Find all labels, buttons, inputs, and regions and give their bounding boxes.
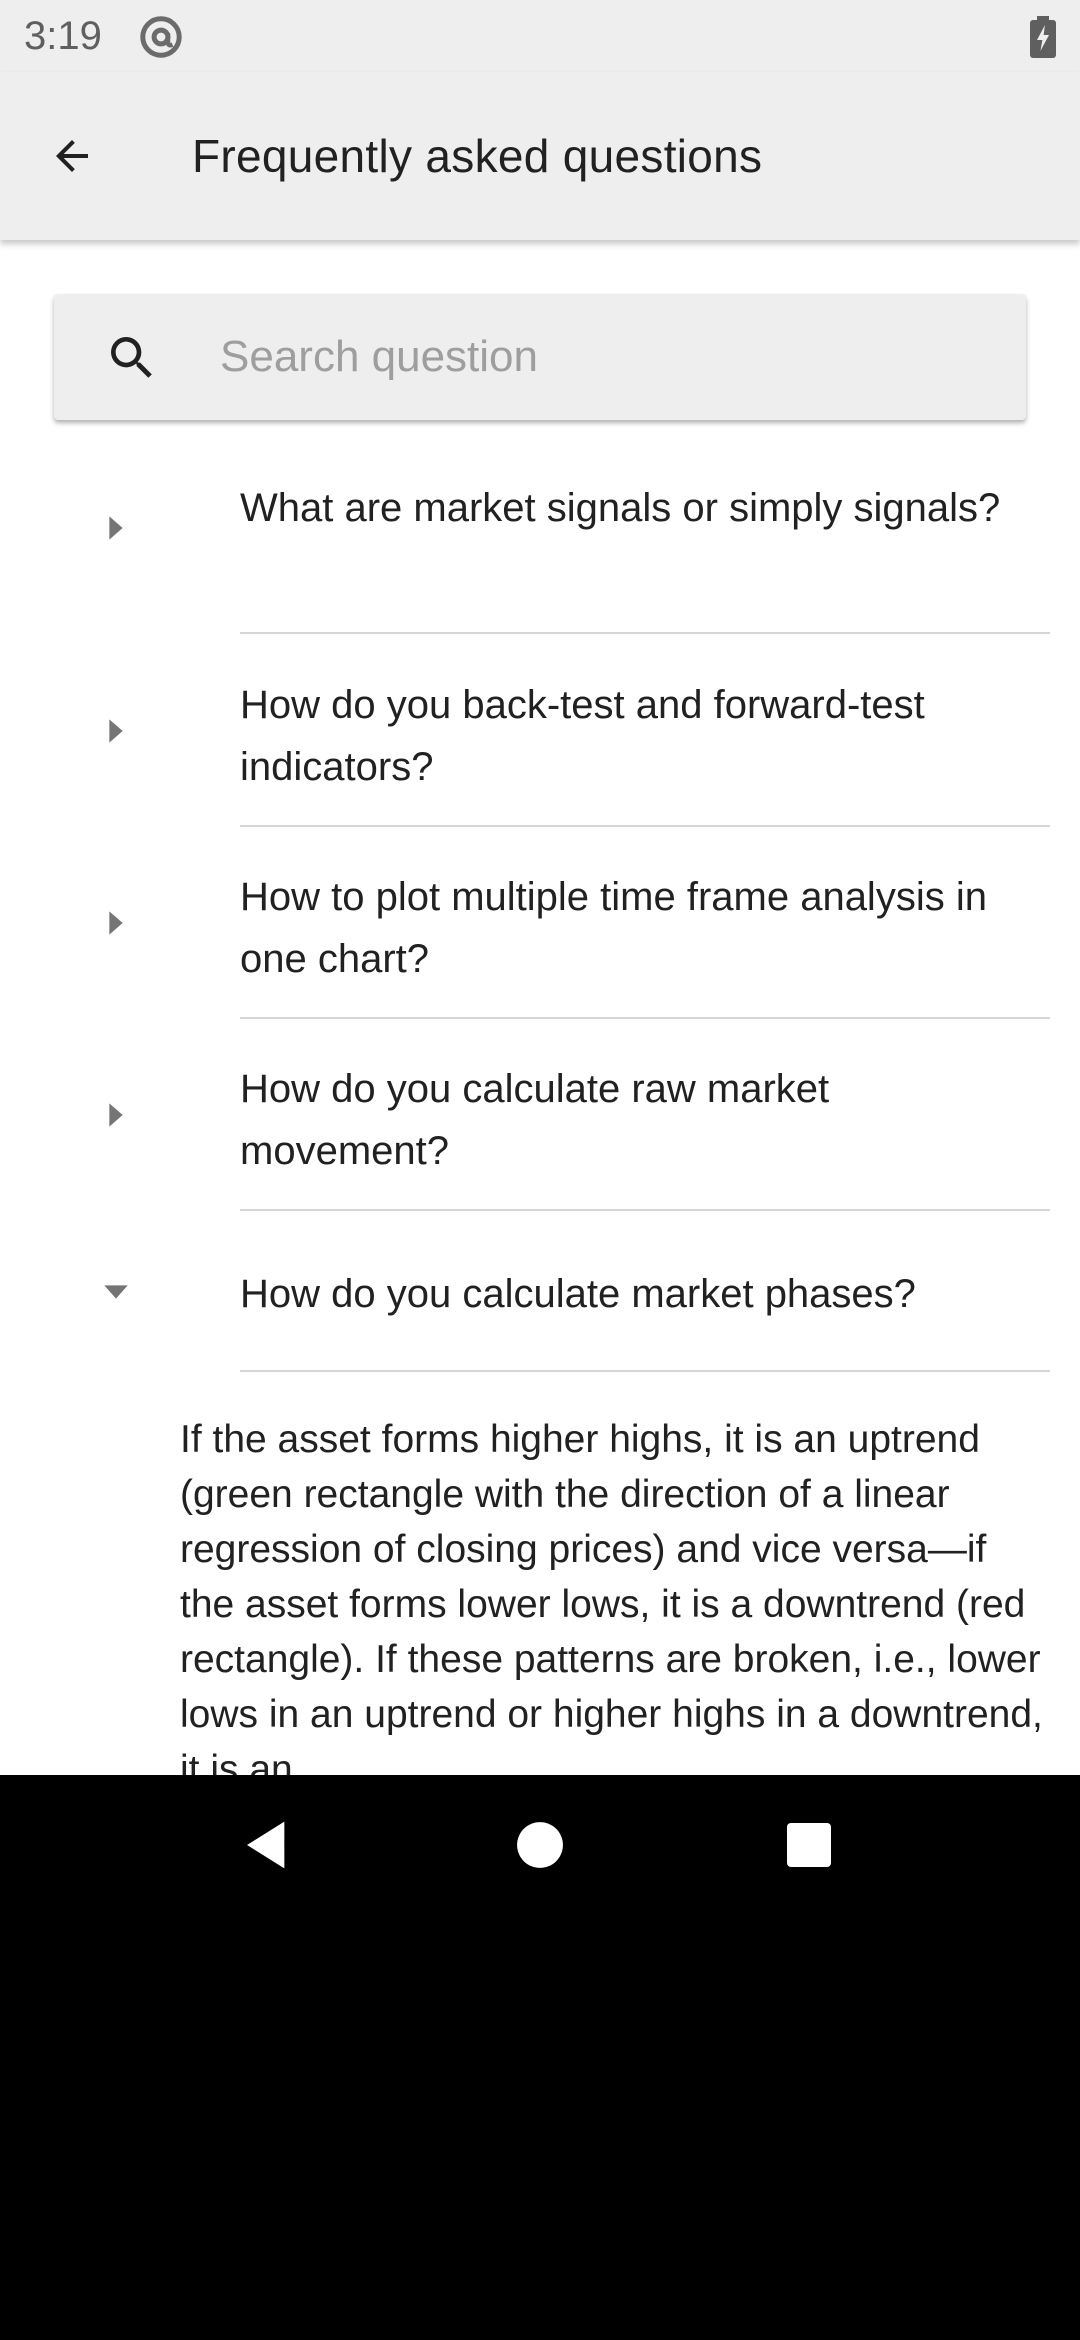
at-sign-icon xyxy=(140,16,182,58)
collapse-arrow-down-icon xyxy=(104,1285,128,1299)
faq-question: How to plot multiple time frame analysis… xyxy=(240,875,987,981)
system-nav-bar xyxy=(0,1775,1080,1920)
faq-answer: If the asset forms higher highs, it is a… xyxy=(180,1418,1043,1775)
status-time: 3:19 xyxy=(24,14,102,58)
battery-charging-icon xyxy=(1030,16,1056,58)
back-button[interactable] xyxy=(36,120,108,192)
faq-question: How do you back-test and forward-test in… xyxy=(240,683,925,789)
faq-item-market-signals[interactable]: What are market signals or simply signal… xyxy=(0,420,1080,634)
faq-divider xyxy=(240,1017,1050,1019)
expand-arrow-right-icon xyxy=(109,911,123,935)
expand-arrow-right-icon xyxy=(109,1103,123,1127)
faq-item-raw-market-movement[interactable]: How do you calculate raw market movement… xyxy=(0,1018,1080,1211)
nav-back-icon xyxy=(247,1821,285,1869)
faq-divider xyxy=(240,1209,1050,1211)
search-icon xyxy=(111,337,152,378)
faq-divider xyxy=(240,1370,1050,1372)
nav-home-icon xyxy=(517,1822,563,1868)
arrow-back-icon xyxy=(56,140,88,172)
search-input[interactable] xyxy=(220,322,980,392)
nav-home-button[interactable] xyxy=(500,1805,580,1885)
expand-arrow-right-icon xyxy=(109,719,123,743)
faq-divider xyxy=(240,632,1050,634)
nav-recents-icon xyxy=(787,1823,831,1867)
faq-screen: 3:19 Frequently asked questions Wh xyxy=(0,0,1080,1775)
faq-question: How do you calculate raw market movement… xyxy=(240,1067,830,1173)
faq-question: How do you calculate market phases? xyxy=(240,1272,916,1316)
search-bar[interactable] xyxy=(54,294,1026,420)
faq-question: What are market signals or simply signal… xyxy=(240,486,1001,530)
page-title: Frequently asked questions xyxy=(192,130,763,182)
faq-item-multiple-time-frame[interactable]: How to plot multiple time frame analysis… xyxy=(0,826,1080,1019)
faq-divider xyxy=(240,825,1050,827)
status-bar: 3:19 xyxy=(0,0,1080,72)
nav-recents-button[interactable] xyxy=(769,1805,849,1885)
nav-back-button[interactable] xyxy=(228,1805,308,1885)
faq-item-back-test[interactable]: How do you back-test and forward-test in… xyxy=(0,634,1080,827)
app-bar: Frequently asked questions xyxy=(0,72,1080,240)
expand-arrow-right-icon xyxy=(109,516,123,540)
faq-item-market-phases[interactable]: How do you calculate market phases? xyxy=(0,1210,1080,1372)
